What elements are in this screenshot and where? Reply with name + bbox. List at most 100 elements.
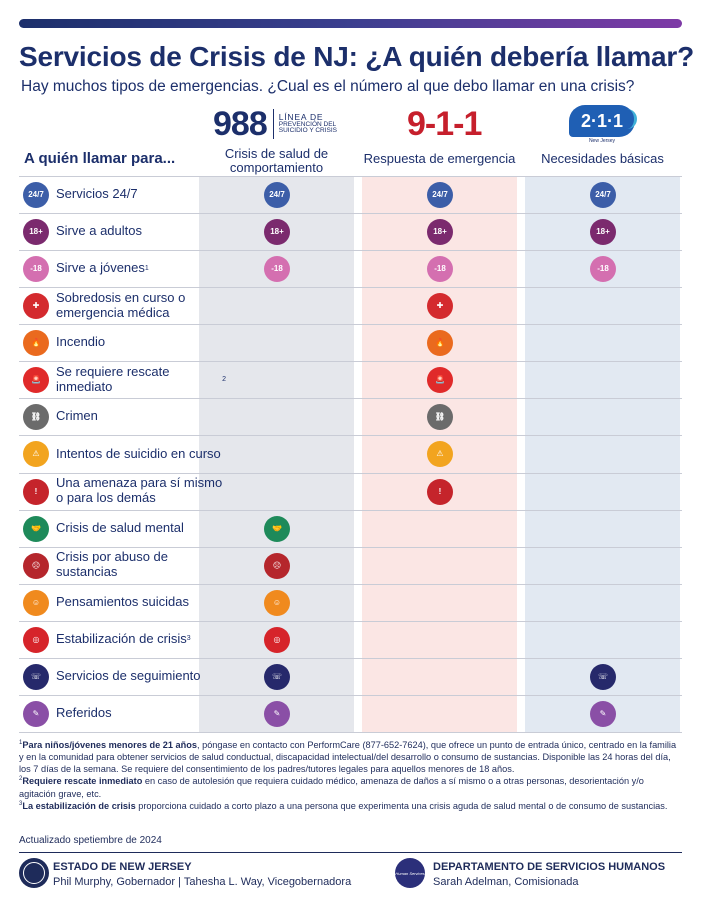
- logo-988-number: 988: [213, 105, 268, 143]
- table-row: ☹ Crisis por abuso de sustancias ☹: [19, 546, 682, 584]
- row-label: Sirve a jóvenes 1: [56, 260, 149, 276]
- department-info: DEPARTAMENTO DE SERVICIOS HUMANOS Sarah …: [433, 860, 665, 890]
- substance-person-icon: ☹: [23, 552, 49, 579]
- page-title: Servicios de Crisis de NJ: ¿A quién debe…: [19, 41, 694, 72]
- table-row: 🔥 Incendio 🔥: [19, 324, 682, 361]
- alert-triangle-icon: !: [427, 478, 453, 505]
- substance-person-icon: ☹: [264, 552, 290, 579]
- nj-state-seal-icon: [19, 858, 49, 888]
- updated-date: Actualizado spetiembre de 2024: [19, 835, 162, 846]
- page-subtitle: Hay muchos tipos de emergencias. ¿Cual e…: [21, 78, 635, 95]
- table-row: ⚠ Intentos de suicidio en curso ⚠: [19, 435, 682, 472]
- row-divider: [19, 620, 682, 622]
- helping-hands-icon: 🤝: [23, 515, 49, 542]
- youth-under-18-icon: -18: [427, 256, 453, 283]
- row-label: Incendio: [56, 334, 106, 350]
- table-row: 18+ Sirve a adultos 18+ 18+ 18+: [19, 213, 682, 250]
- logo-988-divider: [272, 109, 274, 139]
- table-row: 🤝 Crisis de salud mental 🤝: [19, 509, 682, 547]
- clock-24-7-icon: 24/7: [23, 182, 49, 208]
- clock-24-7-icon: 24/7: [427, 182, 453, 208]
- row-divider: [19, 176, 682, 177]
- follow-up-icon: ☏: [590, 663, 616, 690]
- row-divider: [19, 694, 682, 696]
- table-row: ⛓ Crimen ⛓: [19, 398, 682, 435]
- footer-divider: [19, 852, 682, 853]
- logo-988-text-bottom: PREVENCIÓN DEL SUICIDIO Y CRISIS: [278, 120, 338, 135]
- row-label: Servicios 24/7: [56, 186, 138, 202]
- siren-icon: 🚨: [23, 367, 49, 394]
- row-label: Referidos: [56, 705, 112, 720]
- row-divider: [19, 583, 682, 585]
- human-services-logo-icon: Human Services: [395, 858, 425, 888]
- state-title: ESTADO DE NEW JERSEY: [53, 861, 192, 873]
- logo-211-sub: New Jersey: [588, 138, 616, 144]
- table-row: 24/7 Servicios 24/7 24/7 24/7 24/7: [19, 176, 682, 213]
- clock-24-7-icon: 24/7: [264, 182, 290, 208]
- row-divider: [19, 398, 682, 400]
- row-divider: [19, 732, 682, 734]
- table-bottom-divider: [19, 732, 682, 734]
- fire-icon: 🔥: [427, 330, 453, 357]
- department-commissioner: Sarah Adelman, Comisionada: [433, 875, 579, 888]
- column-header-988: Crisis de salud de comportamiento: [224, 146, 329, 176]
- table-row: ☏ Servicios de seguimiento ☏ ☏: [19, 657, 682, 695]
- table-row: ✎ Referidos ✎ ✎: [19, 694, 682, 732]
- youth-under-18-icon: -18: [264, 256, 290, 283]
- row-label: Sobredosis en curso o emergencia médica: [56, 289, 186, 320]
- referral-document-icon: ✎: [590, 700, 616, 727]
- alert-triangle-icon: !: [23, 478, 49, 505]
- follow-up-icon: ☏: [264, 663, 290, 690]
- row-divider: [19, 287, 682, 289]
- fire-icon: 🔥: [23, 330, 49, 357]
- row-label: Sirve a adultos: [56, 223, 142, 239]
- thought-head-icon: ☺: [23, 589, 49, 616]
- row-label: Crimen: [56, 408, 98, 424]
- footnote-1: 1Para niños/jóvenes menores de 21 años, …: [19, 739, 677, 775]
- warning-person-icon: ⚠: [427, 441, 453, 468]
- logo-988: 988 LÍNEA DE PREVENCIÓN DEL SUICIDIO Y C…: [213, 107, 339, 141]
- row-label: Servicios de seguimiento: [56, 667, 201, 683]
- adults-18-plus-icon: 18+: [264, 219, 290, 246]
- logo-211-swoosh-icon: [621, 109, 637, 129]
- clock-24-7-icon: 24/7: [590, 182, 616, 208]
- youth-under-18-icon: -18: [23, 256, 49, 283]
- referral-document-icon: ✎: [264, 700, 290, 727]
- table-row: ☺ Pensamientos suicidas ☺: [19, 583, 682, 621]
- youth-under-18-icon: -18: [590, 256, 616, 283]
- row-divider: [19, 472, 682, 474]
- row-label: Pensamientos suicidas: [56, 593, 189, 609]
- siren-icon: 🚨: [427, 367, 453, 394]
- row-label: Intentos de suicidio en curso: [56, 445, 221, 461]
- table-row: 🚨 Se requiere rescate inmediato 2 🚨: [19, 361, 682, 398]
- logo-988-text: LÍNEA DE PREVENCIÓN DEL SUICIDIO Y CRISI…: [278, 112, 339, 136]
- row-label: Crisis por abuso de sustancias: [56, 549, 168, 580]
- referral-document-icon: ✎: [23, 700, 49, 727]
- row-divider: [19, 509, 682, 511]
- follow-up-icon: ☏: [23, 663, 49, 690]
- column-header-211: Necesidades básicas: [541, 151, 664, 166]
- state-officials: Phil Murphy, Gobernador | Tahesha L. Way…: [53, 875, 352, 888]
- row-divider: [19, 435, 682, 437]
- logo-911: 9-1-1: [407, 105, 482, 143]
- handcuffs-icon: ⛓: [23, 404, 49, 431]
- adults-18-plus-icon: 18+: [590, 219, 616, 246]
- helping-hands-icon: 🤝: [264, 515, 290, 542]
- row-label: Se requiere rescate inmediato 2: [56, 363, 226, 394]
- thought-head-icon: ☺: [264, 589, 290, 616]
- footnote-2: 2Requiere rescate inmediato en caso de a…: [19, 776, 644, 799]
- lifebuoy-icon: ◎: [23, 626, 49, 653]
- logo-211: 2·1·1 New Jersey: [569, 105, 637, 145]
- top-gradient-bar: [19, 19, 682, 28]
- state-info: ESTADO DE NEW JERSEY Phil Murphy, Gobern…: [53, 860, 351, 890]
- footnotes: 1Para niños/jóvenes menores de 21 años, …: [19, 739, 682, 812]
- adults-18-plus-icon: 18+: [427, 219, 453, 246]
- row-divider: [19, 213, 682, 215]
- column-header-911: Respuesta de emergencia: [363, 151, 516, 166]
- row-label: Una amenaza para sí mismo o para los dem…: [56, 475, 223, 506]
- row-divider: [19, 324, 682, 326]
- row-header: A quién llamar para...: [24, 150, 176, 167]
- row-label: Crisis de salud mental: [56, 519, 184, 535]
- table-row: -18 Sirve a jóvenes 1 -18 -18 -18: [19, 250, 682, 287]
- footnote-3: 3La estabilización de crisis proporciona…: [19, 800, 668, 811]
